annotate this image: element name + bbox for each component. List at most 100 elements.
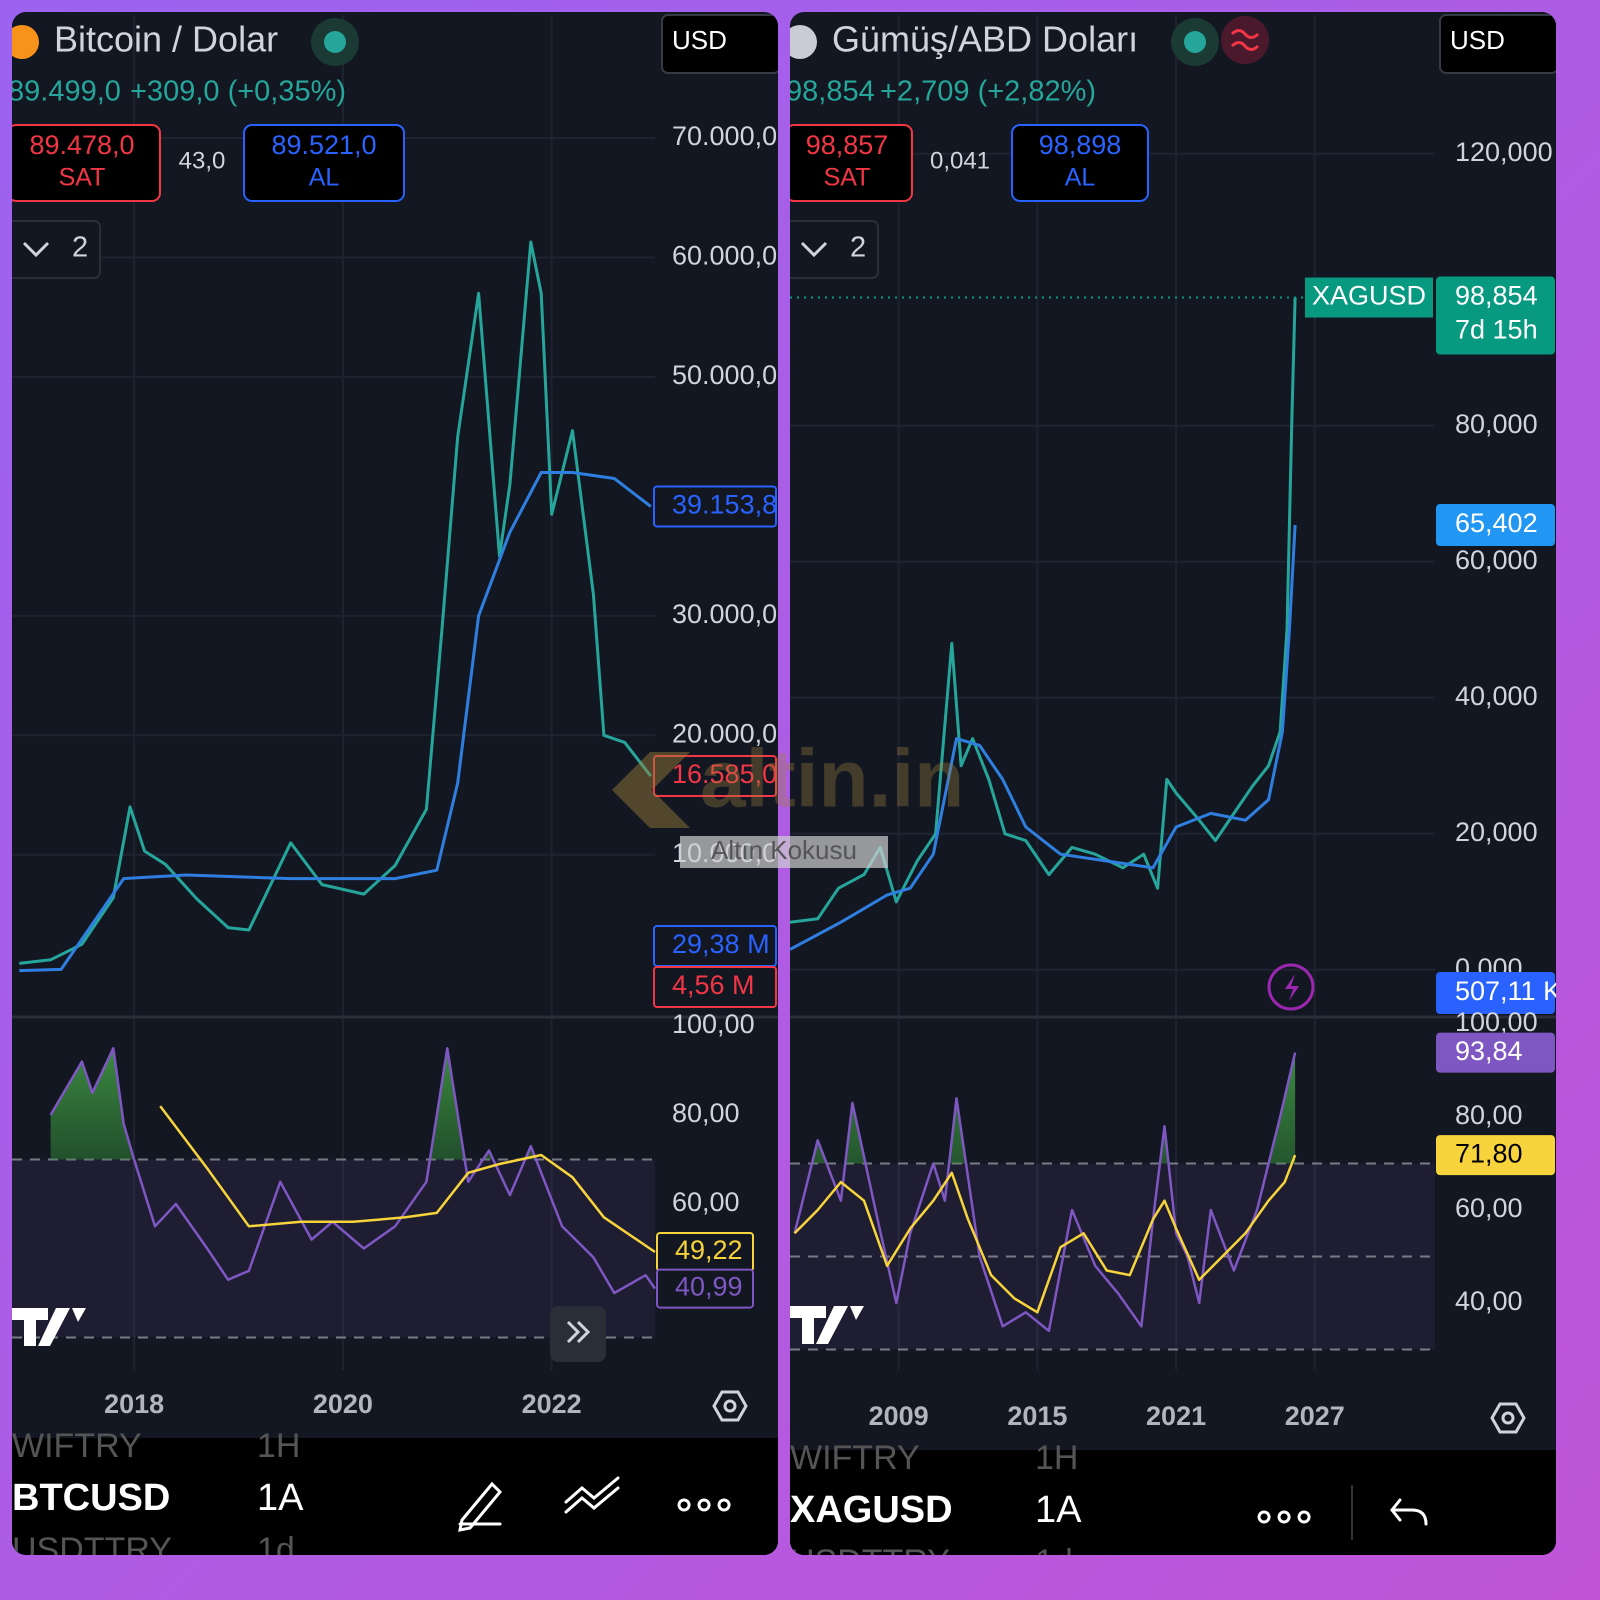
bottom-bar: [12, 1438, 778, 1555]
buy-price: 89.521,0: [271, 130, 376, 160]
price-label-box: [653, 755, 777, 798]
symbol-tag: XAGUSD: [1312, 281, 1426, 311]
buy-label: AL: [1065, 164, 1096, 192]
buy-price: 98,898: [1039, 130, 1122, 160]
watchlist-symbol[interactable]: USDTTRY: [790, 1543, 950, 1581]
volume-label: 507,11 K: [1455, 976, 1561, 1006]
currency-box[interactable]: [1439, 14, 1558, 74]
buy-button[interactable]: [243, 124, 405, 202]
currency: USD: [672, 25, 727, 55]
settings-icon-dot: [1501, 1411, 1515, 1425]
watermark: altin.in Altın Kokusu: [612, 734, 964, 868]
watchlist-interval[interactable]: 1d: [1035, 1543, 1073, 1581]
bottom-bar: [790, 1450, 1556, 1555]
volume-label-box: [653, 966, 777, 1008]
settings-icon[interactable]: [712, 1390, 748, 1422]
price-label: 16.585,0: [672, 759, 777, 789]
x-tick-label: 2020: [313, 1389, 373, 1419]
moving-average-line: [790, 524, 1297, 951]
status-dot: [1184, 31, 1206, 53]
watchlist-symbol[interactable]: USDTTRY: [12, 1531, 172, 1569]
rsi-label-box: [656, 1268, 754, 1309]
layers-toggle[interactable]: [6, 220, 101, 279]
sell-button[interactable]: [8, 124, 161, 202]
more-menu[interactable]: [1257, 1510, 1311, 1524]
layers-count: 2: [850, 232, 866, 264]
panel: 2009 2015 2021 20270,00020,00040,00060,0008…: [784, 12, 1561, 1581]
alert-icon: [1285, 974, 1299, 1001]
symbol-logo: [790, 25, 817, 59]
rsi-label: 93,84: [1455, 1036, 1523, 1066]
spread: 43,0: [179, 147, 226, 174]
symbol-logo: [12, 25, 39, 59]
rsi-label: 40,99: [675, 1272, 743, 1302]
watchlist-interval[interactable]: 1A: [257, 1477, 304, 1519]
y-tick-label: 80,000: [1455, 409, 1538, 439]
rsi-tick-label: 60,00: [1455, 1193, 1523, 1223]
rsi-label-box: [1436, 1032, 1555, 1073]
rsi-tick-label: 40,00: [1455, 1286, 1523, 1316]
rsi-line: [49, 1047, 657, 1295]
price-label: 39.153,8: [672, 490, 777, 520]
x-tick-label: 2022: [522, 1389, 582, 1419]
price-label-box: [1436, 504, 1555, 547]
price-label-box: [653, 485, 777, 528]
panel: 20182020202210.000,020.000,030.000,050.0…: [6, 12, 780, 1569]
draw-tool[interactable]: [458, 1481, 503, 1532]
panel-bg: [12, 12, 778, 1555]
rsi-label-box: [1436, 1135, 1555, 1176]
buy-button[interactable]: [1011, 124, 1149, 202]
symbol-title: Gümüş/ABD Doları: [832, 19, 1138, 60]
y-tick-label: 20,000: [1455, 817, 1538, 847]
watchlist-symbol[interactable]: WIFTRY: [12, 1427, 142, 1465]
more-menu[interactable]: [677, 1498, 731, 1512]
y-tick-label: 30.000,0: [672, 599, 777, 629]
rsi-label: 71,80: [1455, 1138, 1523, 1168]
rsi-tick-label: 60,00: [672, 1187, 740, 1217]
sell-button[interactable]: [786, 124, 913, 202]
rsi-tick-label: 100,00: [672, 1009, 755, 1039]
panel-bg: [790, 12, 1556, 1555]
watermark-box: [680, 836, 888, 868]
watchlist-symbol[interactable]: WIFTRY: [790, 1439, 920, 1477]
y-tick-label: 60,000: [1455, 545, 1538, 575]
price-line: [790, 297, 1297, 924]
x-tick-label: 2015: [1007, 1401, 1067, 1431]
rsi-line: [793, 1052, 1297, 1333]
buy-label: AL: [309, 164, 340, 192]
watchlist-interval[interactable]: 1H: [1035, 1439, 1078, 1477]
sell-label: SAT: [59, 164, 106, 192]
currency-box[interactable]: [661, 14, 780, 74]
quote-change: +2,709 (+2,82%): [880, 76, 1096, 108]
alert-button[interactable]: [1267, 963, 1315, 1011]
currency: USD: [1450, 25, 1505, 55]
chevron: [22, 241, 50, 258]
quote-change: +309,0 (+0,35%): [130, 76, 346, 108]
x-tick-label: 2027: [1285, 1401, 1345, 1431]
rsi-ma-line: [793, 1154, 1297, 1314]
scroll-icon: [566, 1320, 591, 1344]
layers-toggle[interactable]: [784, 220, 879, 279]
y-tick-label: 40,000: [1455, 681, 1538, 711]
x-tick-label: 2018: [104, 1389, 164, 1419]
watchlist-interval[interactable]: 1d: [257, 1531, 295, 1569]
price-label: 65,402: [1455, 508, 1538, 538]
settings-icon[interactable]: [1490, 1402, 1526, 1434]
watchlist-symbol[interactable]: XAGUSD: [790, 1489, 953, 1531]
undo[interactable]: [1390, 1498, 1428, 1526]
y-tick-label: 70.000,0: [672, 121, 777, 151]
symbol-tag-bg: [1305, 277, 1433, 318]
indicator-icon: [1230, 29, 1260, 51]
status-dot: [324, 31, 346, 53]
watchlist-symbol[interactable]: BTCUSD: [12, 1477, 170, 1519]
watchlist-interval[interactable]: 1H: [257, 1427, 300, 1465]
watermark-tagline: Altın Kokusu: [711, 835, 857, 865]
settings-icon-dot: [723, 1399, 737, 1413]
rsi-tick-label: 80,00: [672, 1098, 740, 1128]
trend-tool[interactable]: [564, 1476, 620, 1514]
watermark-logo: [612, 752, 690, 828]
x-tick-label: 2009: [869, 1401, 929, 1431]
watchlist-interval[interactable]: 1A: [1035, 1489, 1082, 1531]
